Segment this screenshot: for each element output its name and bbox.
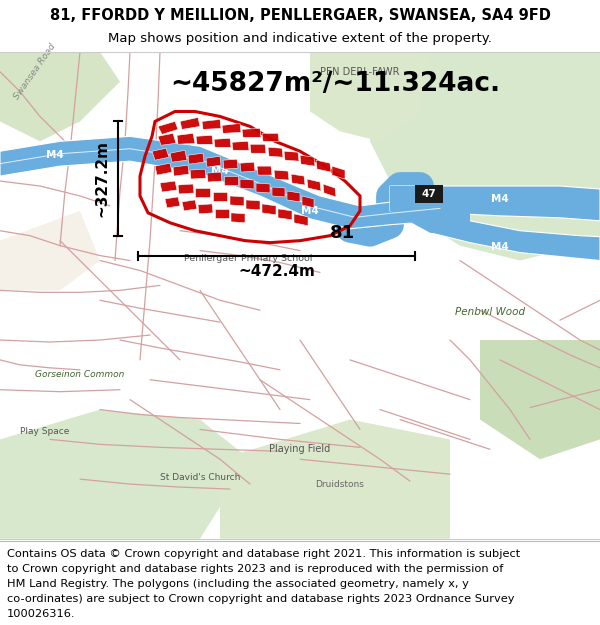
Polygon shape <box>188 153 204 164</box>
Polygon shape <box>284 151 299 161</box>
Polygon shape <box>0 211 100 291</box>
Text: Gorseinon Common: Gorseinon Common <box>35 370 125 379</box>
Polygon shape <box>262 133 279 141</box>
Polygon shape <box>246 200 260 210</box>
Polygon shape <box>158 121 178 134</box>
Text: Swansea Road: Swansea Road <box>12 42 57 101</box>
Polygon shape <box>165 197 180 208</box>
Polygon shape <box>302 196 314 208</box>
Polygon shape <box>177 133 195 144</box>
Polygon shape <box>323 184 336 197</box>
Text: Playing Field: Playing Field <box>269 444 331 454</box>
Polygon shape <box>257 166 272 175</box>
Polygon shape <box>230 196 244 206</box>
Polygon shape <box>215 209 229 217</box>
Polygon shape <box>207 172 222 182</box>
Polygon shape <box>250 144 266 153</box>
Polygon shape <box>190 169 206 179</box>
Polygon shape <box>480 340 600 459</box>
Polygon shape <box>430 211 600 261</box>
Text: Map shows position and indicative extent of the property.: Map shows position and indicative extent… <box>108 32 492 46</box>
Text: Contains OS data © Crown copyright and database right 2021. This information is : Contains OS data © Crown copyright and d… <box>7 549 520 559</box>
Text: Druidstons: Druidstons <box>316 479 364 489</box>
Polygon shape <box>222 123 241 133</box>
Text: M4: M4 <box>211 166 229 176</box>
Text: St David's Church: St David's Church <box>160 472 240 482</box>
Polygon shape <box>370 52 600 261</box>
Text: 81: 81 <box>330 224 355 242</box>
Text: to Crown copyright and database rights 2023 and is reproduced with the permissio: to Crown copyright and database rights 2… <box>7 564 503 574</box>
Polygon shape <box>198 204 213 214</box>
Polygon shape <box>214 138 231 148</box>
Text: HM Land Registry. The polygons (including the associated geometry, namely x, y: HM Land Registry. The polygons (includin… <box>7 579 469 589</box>
Polygon shape <box>294 214 308 226</box>
Polygon shape <box>213 192 227 201</box>
Text: 47: 47 <box>422 189 436 199</box>
Polygon shape <box>220 419 450 539</box>
Polygon shape <box>390 186 470 236</box>
Polygon shape <box>240 162 255 172</box>
Polygon shape <box>310 52 430 141</box>
Polygon shape <box>223 159 238 169</box>
Polygon shape <box>155 163 172 175</box>
Polygon shape <box>152 148 169 160</box>
Polygon shape <box>307 179 321 191</box>
Text: ~472.4m: ~472.4m <box>238 264 315 279</box>
Text: Play Space: Play Space <box>20 427 70 436</box>
Polygon shape <box>240 179 254 189</box>
Polygon shape <box>0 52 120 141</box>
Polygon shape <box>242 128 261 138</box>
Polygon shape <box>332 166 345 179</box>
Polygon shape <box>178 184 194 194</box>
Polygon shape <box>390 186 600 221</box>
Polygon shape <box>274 170 289 180</box>
Polygon shape <box>268 148 283 158</box>
Bar <box>415 185 443 203</box>
Text: ~45827m²/~11.324ac.: ~45827m²/~11.324ac. <box>170 71 500 97</box>
Polygon shape <box>206 156 221 167</box>
Polygon shape <box>300 155 315 166</box>
Text: PEN DERL-FAWR: PEN DERL-FAWR <box>320 67 400 77</box>
Polygon shape <box>272 187 285 197</box>
Polygon shape <box>196 136 213 144</box>
Polygon shape <box>232 141 249 150</box>
Text: M4: M4 <box>46 150 64 160</box>
Polygon shape <box>291 174 305 185</box>
Polygon shape <box>182 200 197 211</box>
Polygon shape <box>0 409 250 539</box>
Text: ~327.2m: ~327.2m <box>95 140 110 217</box>
Polygon shape <box>202 119 221 129</box>
Polygon shape <box>316 160 331 172</box>
Polygon shape <box>173 165 189 176</box>
Text: 100026316.: 100026316. <box>7 609 76 619</box>
Text: M4: M4 <box>491 242 509 252</box>
Text: 81, FFORDD Y MEILLION, PENLLERGAER, SWANSEA, SA4 9FD: 81, FFORDD Y MEILLION, PENLLERGAER, SWAN… <box>50 8 550 23</box>
Polygon shape <box>158 133 176 145</box>
Polygon shape <box>287 191 300 202</box>
Polygon shape <box>231 213 245 222</box>
Text: M4: M4 <box>301 206 319 216</box>
Text: Penbwl Wood: Penbwl Wood <box>455 308 525 318</box>
Text: co-ordinates) are subject to Crown copyright and database rights 2023 Ordnance S: co-ordinates) are subject to Crown copyr… <box>7 594 515 604</box>
Polygon shape <box>170 150 187 162</box>
Polygon shape <box>256 183 270 193</box>
Text: M4: M4 <box>491 194 509 204</box>
Polygon shape <box>180 118 200 129</box>
Polygon shape <box>262 204 276 215</box>
Text: Penllergaer Primary School: Penllergaer Primary School <box>184 254 312 263</box>
Polygon shape <box>0 136 440 229</box>
Polygon shape <box>224 176 238 185</box>
Polygon shape <box>160 181 177 192</box>
Polygon shape <box>195 188 210 197</box>
Polygon shape <box>278 209 292 220</box>
